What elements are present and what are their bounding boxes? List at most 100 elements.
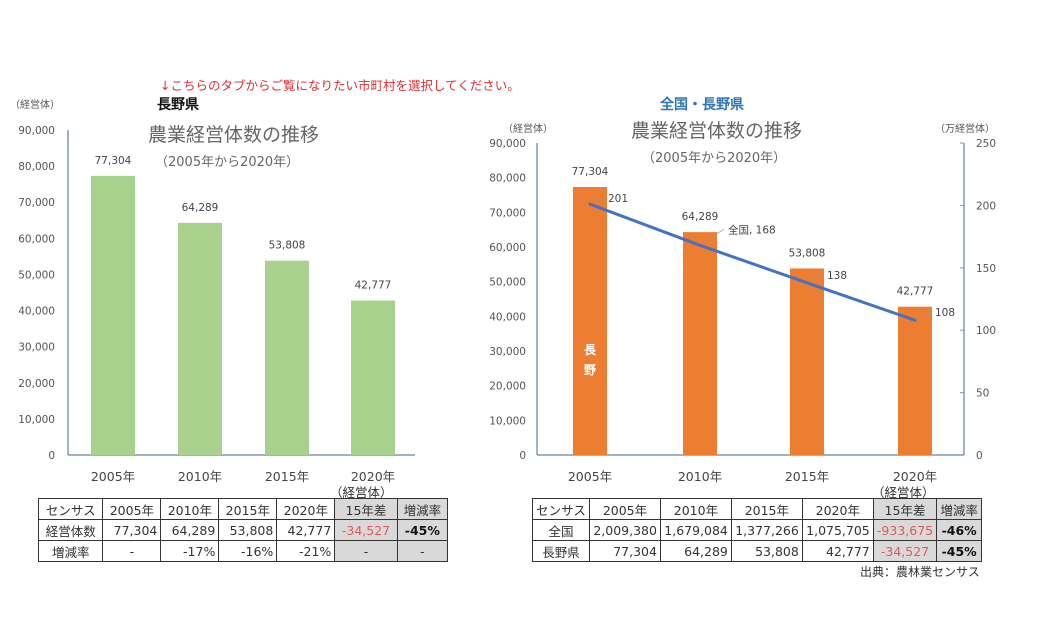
right-x-tick-label: 2005年 — [568, 469, 612, 484]
table-cell: 53,808 — [218, 519, 278, 541]
left-x-tick-label: 2020年 — [351, 469, 395, 484]
table-row: 経営体数 77,304 64,289 53,808 42,777 -34,527… — [37, 519, 449, 541]
right-y2-tick-label: 50 — [976, 388, 989, 400]
table-cell: -17% — [160, 540, 220, 562]
right-y2-tick-label: 150 — [976, 263, 996, 275]
right-y2-tick-label: 100 — [976, 325, 996, 337]
left-x-tick-label: 2010年 — [178, 469, 222, 484]
table-cell: 64,289 — [659, 540, 732, 562]
left-y-tick-label: 90,000 — [18, 125, 55, 137]
table-cell: -45% — [936, 540, 982, 562]
right-chart-title: 農業経営体数の推移 — [631, 120, 803, 142]
right-bar — [898, 306, 932, 455]
table-cell: -46% — [936, 519, 982, 541]
instruction-note: ↓こちらのタブからご覧になりたい市町村を選択してください。 — [160, 78, 520, 93]
right-bar-data-label: 53,808 — [789, 247, 826, 259]
line-point — [588, 202, 592, 206]
right-y-tick-label: 50,000 — [489, 277, 526, 289]
table-cell: -34,527 — [872, 540, 938, 562]
table-cell: センサス — [531, 498, 591, 520]
right-data-table: センサス 2005年 2010年 2015年 2020年 15年差 増減率 全国… — [531, 498, 982, 562]
right-x-tick-label: 2010年 — [678, 469, 722, 484]
right-y2-tick-label: 200 — [976, 200, 996, 212]
right-table-unit: （経営体） — [872, 485, 935, 500]
table-cell: 1,377,266 — [730, 519, 803, 541]
table-row: 長野県 77,304 64,289 53,808 42,777 -34,527 … — [531, 540, 982, 562]
right-y-tick-label: 0 — [519, 450, 526, 462]
left-y-axis-label: （経営体） — [10, 100, 60, 111]
table-cell: 経営体数 — [37, 519, 104, 541]
right-y-tick-label: 80,000 — [489, 173, 526, 185]
right-y2-tick-label: 0 — [976, 450, 983, 462]
left-bar-data-label: 53,808 — [269, 240, 306, 252]
table-cell: 2005年 — [589, 498, 661, 520]
table-cell: 2020年 — [276, 498, 336, 520]
right-bar — [573, 187, 607, 455]
right-y-axis-label: （経営体） — [503, 124, 553, 135]
line-data-label: 138 — [827, 270, 847, 282]
table-cell: -34,527 — [334, 519, 398, 541]
left-table-unit: （経営体） — [330, 485, 393, 500]
right-y-tick-label: 70,000 — [489, 207, 526, 219]
table-cell: 増減率 — [37, 540, 104, 562]
left-y-tick-label: 50,000 — [18, 269, 55, 281]
table-cell: 15年差 — [334, 498, 398, 520]
left-y-tick-label: 70,000 — [18, 197, 55, 209]
left-bar — [351, 300, 395, 455]
table-cell: - — [334, 540, 398, 562]
left-bar-data-label: 64,289 — [182, 202, 219, 214]
line-point — [913, 318, 917, 322]
right-y-tick-label: 30,000 — [489, 346, 526, 358]
table-cell: 1,679,084 — [659, 519, 732, 541]
right-bar — [790, 268, 824, 455]
left-y-tick-label: 40,000 — [18, 306, 55, 318]
table-cell: -21% — [276, 540, 336, 562]
table-cell: -16% — [218, 540, 278, 562]
line-label-leader — [703, 228, 725, 242]
table-cell: 1,075,705 — [801, 519, 874, 541]
left-y-tick-label: 10,000 — [18, 414, 55, 426]
table-cell: 2010年 — [659, 498, 732, 520]
table-cell: センサス — [37, 498, 104, 520]
left-chart-subtitle: （2005年から2020年） — [155, 155, 300, 170]
right-x-tick-label: 2020年 — [893, 469, 937, 484]
right-bar-data-label: 42,777 — [897, 286, 934, 298]
line-data-label: 全国, 168 — [728, 223, 776, 236]
right-bar-data-label: 77,304 — [572, 166, 609, 178]
line-label-leader — [918, 311, 932, 317]
left-data-table: センサス 2005年 2010年 2015年 2020年 15年差 増減率 経営… — [37, 498, 449, 562]
bar-series-label: 野 — [584, 363, 596, 377]
left-bar — [178, 222, 222, 455]
right-bar — [683, 232, 717, 455]
left-y-tick-label: 20,000 — [18, 378, 55, 390]
left-chart-title: 農業経営体数の推移 — [148, 124, 320, 146]
left-bar — [265, 260, 309, 455]
table-cell: - — [396, 540, 449, 562]
right-x-tick-label: 2015年 — [785, 469, 829, 484]
right-y-tick-label: 90,000 — [489, 138, 526, 150]
right-region-label: 全国・長野県 — [660, 97, 744, 113]
table-cell: 2005年 — [102, 498, 162, 520]
line-point — [698, 243, 702, 247]
left-region-label: 長野県 — [157, 97, 199, 113]
left-x-tick-label: 2005年 — [91, 469, 135, 484]
right-y2-axis-label: （万経営体） — [935, 124, 995, 135]
table-cell: 2,009,380 — [589, 519, 661, 541]
right-y-tick-label: 60,000 — [489, 242, 526, 254]
line-point — [805, 281, 809, 285]
table-cell: 2010年 — [160, 498, 220, 520]
table-cell: 2015年 — [730, 498, 803, 520]
table-cell: 全国 — [531, 519, 591, 541]
table-cell: 2015年 — [218, 498, 278, 520]
line-data-label: 108 — [935, 307, 955, 319]
line-label-leader — [810, 274, 824, 280]
table-cell: 増減率 — [936, 498, 982, 520]
table-cell: -45% — [396, 519, 449, 541]
left-bar-data-label: 77,304 — [95, 155, 132, 167]
left-y-tick-label: 60,000 — [18, 233, 55, 245]
table-cell: -933,675 — [872, 519, 938, 541]
bar-series-label: 長 — [584, 342, 597, 357]
table-cell: 53,808 — [730, 540, 803, 562]
